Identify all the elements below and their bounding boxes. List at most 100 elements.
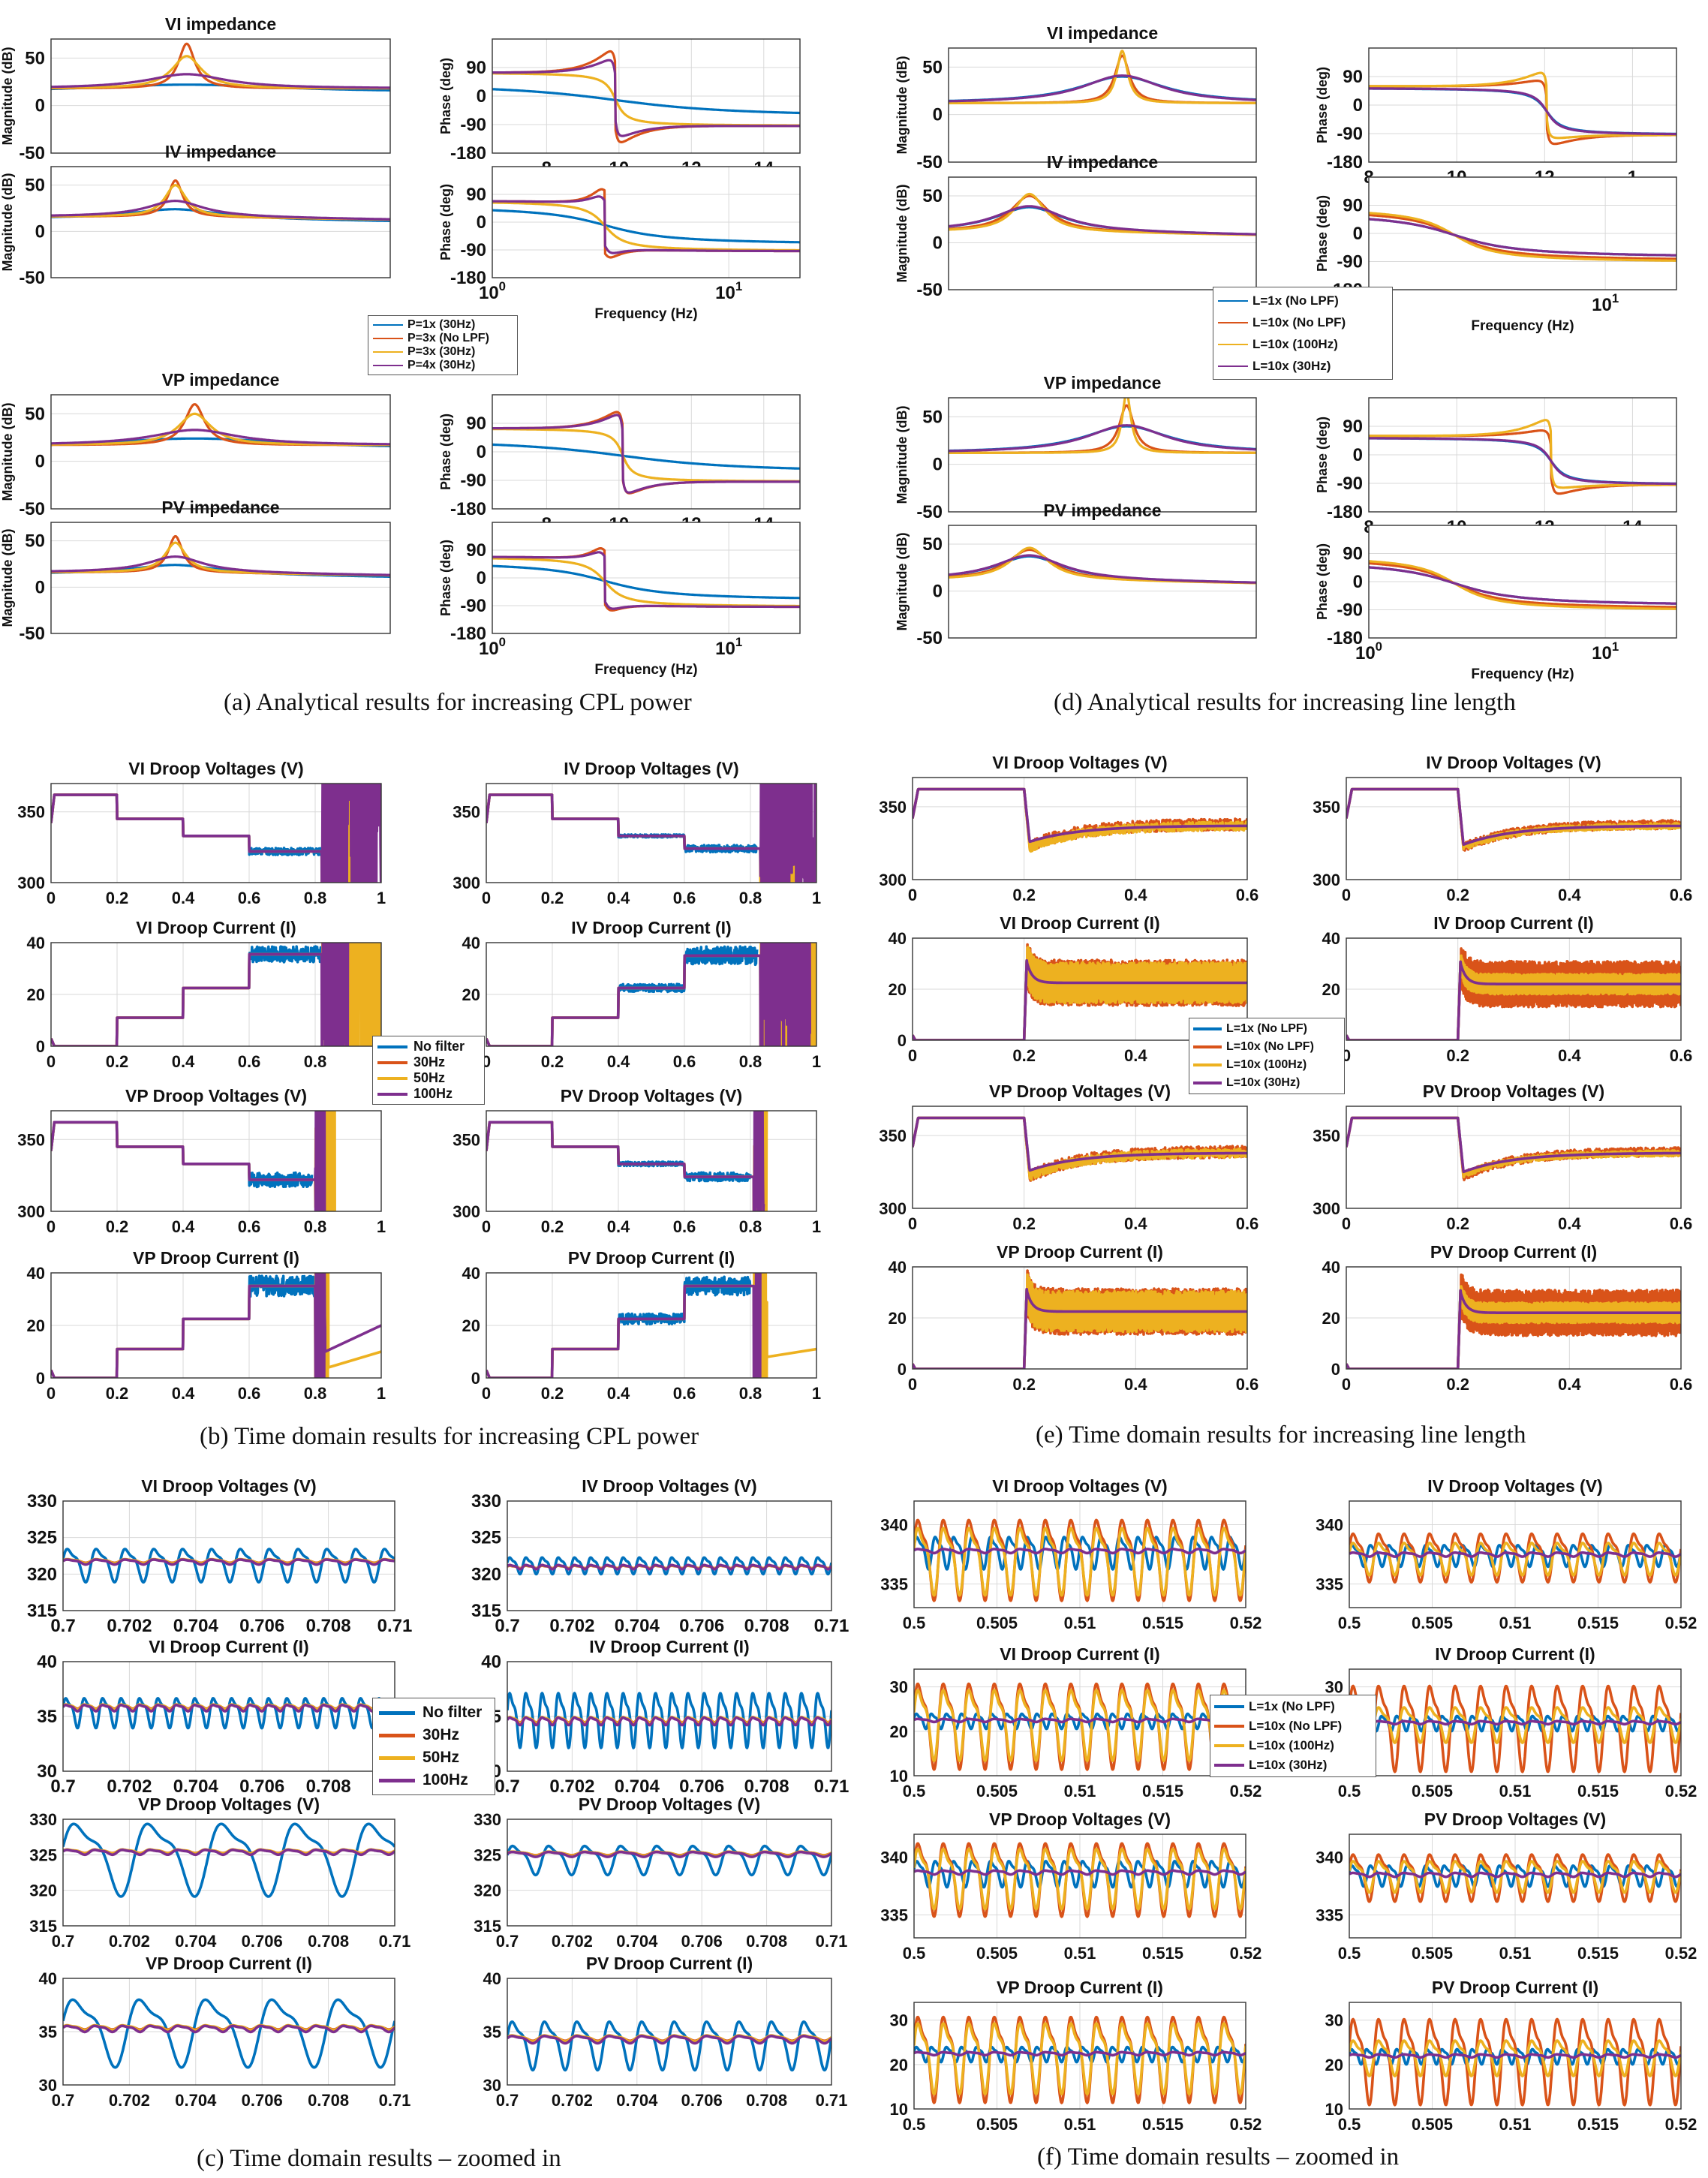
series-group: [914, 2015, 1246, 2104]
tick-label: 0.4: [1558, 1214, 1581, 1233]
tick-label: 40: [481, 1652, 501, 1672]
tick-label: 0.7: [495, 1616, 519, 1636]
plot-frame: [50, 394, 391, 510]
plot-20: 315 320 325 330 0.7 0.702 0.704 0.706 0.708 0.71 V…: [29, 1794, 410, 1951]
series-line-l-10x-30hz-: [1349, 1871, 1681, 1879]
tick-label: 0: [35, 452, 45, 472]
series-line-no-filter: [507, 1844, 831, 1877]
legend-a-label-2: P=3x (No LPF): [407, 332, 489, 344]
plot-frame: [486, 1272, 817, 1379]
series-group: [1346, 947, 1681, 1040]
tick-label: 20: [890, 1722, 908, 1741]
tick-label: 0.5: [903, 1614, 926, 1632]
plot-title: IV impedance: [165, 142, 276, 161]
tick-label: 0.702: [549, 1616, 594, 1636]
series-group: [63, 1998, 395, 2069]
tick-label: 0.505: [976, 2115, 1018, 2134]
legend-swatch: [373, 338, 403, 339]
plot-47: 10 20 30 0.5 0.505 0.51 0.515 0.52 PV Droop Curr…: [1325, 1978, 1697, 2134]
series-line-l-10x-30hz-: [913, 1288, 1247, 1369]
tick-label: 20: [462, 985, 480, 1004]
tick-label: -180: [1327, 628, 1363, 648]
plot-frame: [507, 1661, 832, 1772]
legend-b-entry-1: No filter: [377, 1039, 480, 1054]
y-axis-label: Phase (deg): [438, 540, 453, 616]
tick-label: -50: [916, 280, 943, 300]
y-axis-label: Phase (deg): [1315, 67, 1330, 143]
plot-title: IV Droop Voltages (V): [564, 759, 738, 778]
x-axis-label: Frequency (Hz): [1471, 666, 1574, 682]
tick-label: 0.6: [238, 1052, 261, 1071]
tick-label: 0: [908, 1046, 917, 1065]
series-group: [507, 1844, 831, 1877]
plot-area: [63, 1819, 395, 1926]
tick-label: 20: [27, 1316, 45, 1335]
tick-label: 0.4: [172, 1052, 195, 1071]
series-group: [486, 943, 816, 1046]
plot-frame: [1349, 1834, 1682, 1939]
tick-label: -90: [1337, 252, 1363, 272]
tick-label: 35: [39, 2023, 57, 2041]
tick-label: 0.6: [1670, 1214, 1693, 1233]
plot-31: -180 -90 0 90 100 101 Frequency (Hz) Phase (deg…: [1315, 525, 1677, 682]
y-axis-label: Phase (deg): [1315, 417, 1330, 493]
tick-label: 0.51: [1064, 1782, 1096, 1800]
legend-d-label-3: L=10x (100Hz): [1252, 337, 1338, 351]
plot-28: -50 0 50 VP impedance Magnitude (dB): [895, 373, 1257, 522]
y-axis-label: Magnitude (dB): [0, 529, 15, 627]
y-axis-label: Phase (deg): [438, 414, 453, 490]
tick-label: 0: [898, 1360, 907, 1379]
tick-label: 0.52: [1665, 1944, 1697, 1963]
tick-label: 0.51: [1064, 1614, 1096, 1632]
series-line-l-10x-30hz-: [1346, 960, 1681, 1040]
plot-0: -50 0 50 VI impedance Magnitude (dB): [0, 14, 391, 164]
tick-label: 0.2: [106, 889, 129, 907]
tick-label: 340: [880, 1516, 908, 1535]
series-line-l-10x-30hz-: [1369, 218, 1676, 257]
caption-c: (c) Time domain results – zoomed in: [197, 2145, 561, 2172]
tick-label: 315: [471, 1601, 501, 1621]
series-line-100hz: [51, 943, 350, 1046]
tick-label: 0.8: [739, 889, 762, 907]
tick-label: -180: [450, 143, 486, 164]
tick-label: 0.505: [976, 1782, 1018, 1800]
tick-label: 90: [1343, 196, 1363, 216]
tick-label: -90: [460, 115, 486, 135]
tick-label: 330: [27, 1491, 57, 1512]
series-group: [51, 42, 390, 92]
plot-frame: [486, 1110, 817, 1212]
plot-30: -50 0 50 PV impedance Magnitude (dB): [895, 501, 1257, 648]
legend-a-entry-2: P=3x (No LPF): [373, 332, 513, 345]
series-line-no-filter: [63, 1548, 395, 1584]
tick-label: 0.71: [814, 1616, 849, 1636]
plot-title: VP Droop Current (I): [997, 1242, 1163, 1262]
tick-label: 0: [477, 442, 486, 462]
series-group: [913, 1116, 1247, 1182]
legend-swatch: [379, 1710, 415, 1715]
plot-frame: [1349, 2002, 1682, 2110]
plot-36: 300 350 0 0.2 0.4 0.6 VP Droop Voltages (V): [879, 1081, 1258, 1233]
plot-frame: [913, 1834, 1246, 1939]
plot-41: 335 340 0.5 0.505 0.51 0.515 0.52 IV Droop Volt…: [1316, 1476, 1697, 1632]
tick-label: 0.4: [607, 889, 630, 907]
legend-swatch: [1214, 1764, 1244, 1767]
series-line-l-10x-30hz-: [914, 1548, 1246, 1555]
series-line-100hz: [51, 1273, 381, 1378]
legend-b-entry-3: 50Hz: [377, 1070, 480, 1086]
tick-label: 0.702: [109, 2091, 150, 2110]
plot-frame: [62, 1978, 395, 2086]
plot-frame: [50, 783, 382, 883]
series-line-100hz: [486, 784, 816, 883]
tick-label: 40: [39, 1969, 57, 1988]
tick-label: 0: [1353, 224, 1363, 244]
tick-label: 101: [715, 279, 742, 303]
plot-title: PV Droop Voltages (V): [1423, 1081, 1604, 1101]
tick-label: 0: [482, 1384, 491, 1403]
y-axis-label: Magnitude (dB): [895, 533, 910, 631]
tick-label: -180: [450, 624, 486, 644]
tick-label: 40: [462, 934, 480, 952]
tick-label: 40: [889, 1258, 907, 1277]
tick-label: 325: [471, 1528, 501, 1548]
